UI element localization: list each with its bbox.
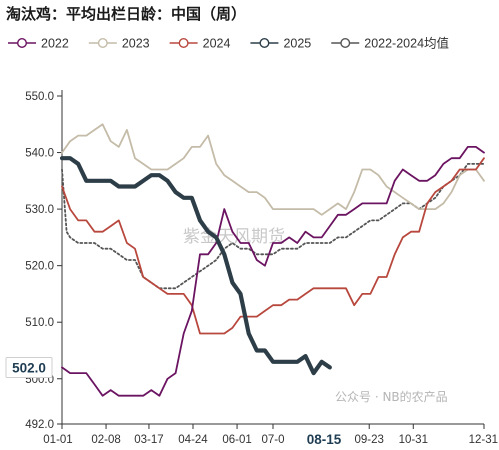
x-tick-label: 01-01 — [43, 434, 72, 446]
legend-item-1[interactable]: 2022 — [8, 37, 69, 51]
chart-title: 淘汰鸡：平均出栏日龄：中国（周） — [5, 5, 246, 23]
series-2025 — [59, 156, 332, 376]
legend-label: 2023 — [122, 37, 150, 51]
legend-marker — [259, 38, 270, 49]
x-tick-label: 06-01 — [222, 434, 251, 446]
y-tick-label: 492.0 — [25, 419, 54, 431]
legend-item-3[interactable]: 2024 — [169, 37, 231, 51]
credit-text: 公众号 · NB的农产品 — [335, 389, 448, 404]
series-line — [61, 123, 485, 216]
legend-item-2[interactable]: 2023 — [88, 37, 150, 51]
x-tick-label: 02-08 — [91, 434, 120, 446]
legend-marker — [17, 38, 28, 49]
x-tick-label: 09-23 — [355, 434, 384, 446]
series-2023 — [61, 123, 485, 216]
x-highlight-bg — [298, 430, 351, 450]
legend-label: 2024 — [203, 37, 231, 51]
legend-marker — [340, 38, 351, 49]
legend-item-4[interactable]: 2025 — [250, 37, 311, 51]
y-highlight-label: 502.0 — [12, 360, 46, 375]
y-tick-label: 510.0 — [25, 317, 54, 329]
plot-area — [59, 123, 485, 397]
x-tick-label: 07-0 — [261, 434, 284, 446]
legend-label: 2025 — [283, 37, 311, 51]
y-tick-label: 550.0 — [25, 91, 54, 103]
x-tick-label: 10-31 — [399, 434, 428, 446]
series-2024 — [61, 157, 485, 335]
y-tick-label: 520.0 — [25, 261, 54, 273]
y-highlight-bg — [5, 356, 53, 378]
x-tick-label: 03-17 — [134, 434, 163, 446]
y-tick-label: 530.0 — [25, 204, 54, 216]
axis-highlights: 08-15 502.0 — [5, 356, 351, 450]
legend-label: 2022-2024均值 — [364, 36, 449, 51]
x-tick-label: 12-31 — [469, 434, 498, 446]
x-highlight-label: 08-15 — [307, 432, 342, 447]
series-line — [59, 156, 332, 376]
y-tick-label: 540.0 — [25, 148, 54, 160]
legend-label: 2022 — [41, 37, 69, 51]
legend: 2022 2023 2024 2025 2022-2024均值 — [8, 36, 449, 51]
axes: 492.0500.0510.0520.0530.0540.0550.001-01… — [25, 90, 498, 446]
legend-item-5[interactable]: 2022-2024均值 — [331, 36, 449, 51]
series-2022 — [61, 145, 485, 397]
legend-marker — [178, 38, 189, 49]
x-tick-label: 04-24 — [178, 434, 208, 446]
legend-marker — [97, 38, 108, 49]
